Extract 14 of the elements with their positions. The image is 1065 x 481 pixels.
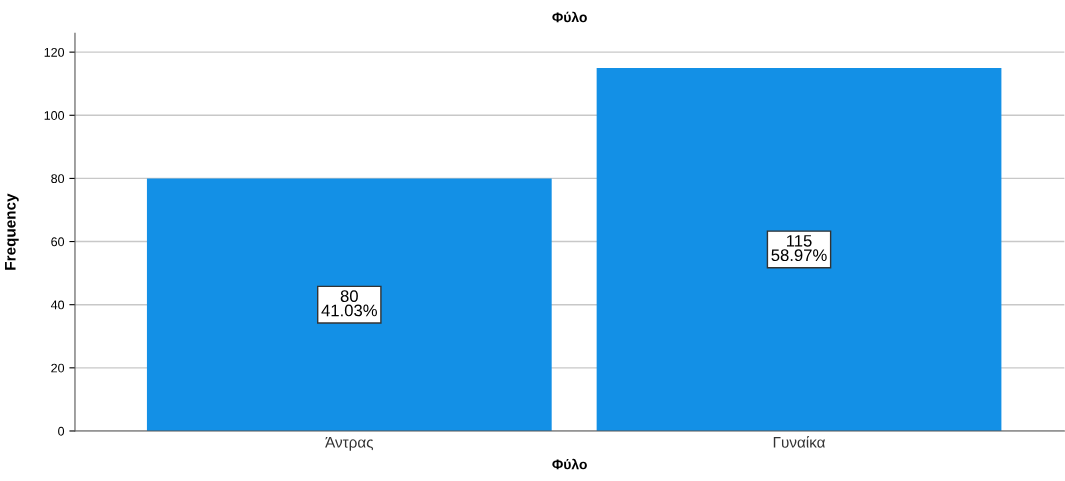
y-axis-title: Frequency — [5, 193, 19, 270]
data-label: 80 41.03% — [321, 290, 377, 317]
x-axis-title: Φύλο — [552, 458, 587, 470]
y-tick-label: 100 — [44, 111, 65, 120]
y-tick-label: 60 — [51, 237, 65, 247]
y-tick-label: 40 — [50, 300, 65, 310]
y-tick-label: 20 — [51, 363, 65, 373]
chart-title: Φύλο — [552, 11, 587, 23]
y-tick-label: 0 — [58, 426, 65, 436]
x-tick-label: Γυναίκα — [773, 436, 826, 448]
data-label: 115 58.97% — [771, 235, 827, 262]
y-tick-label: 80 — [51, 174, 65, 184]
x-tick-label: Άντρας — [325, 437, 374, 451]
y-tick-label: 120 — [44, 47, 65, 57]
